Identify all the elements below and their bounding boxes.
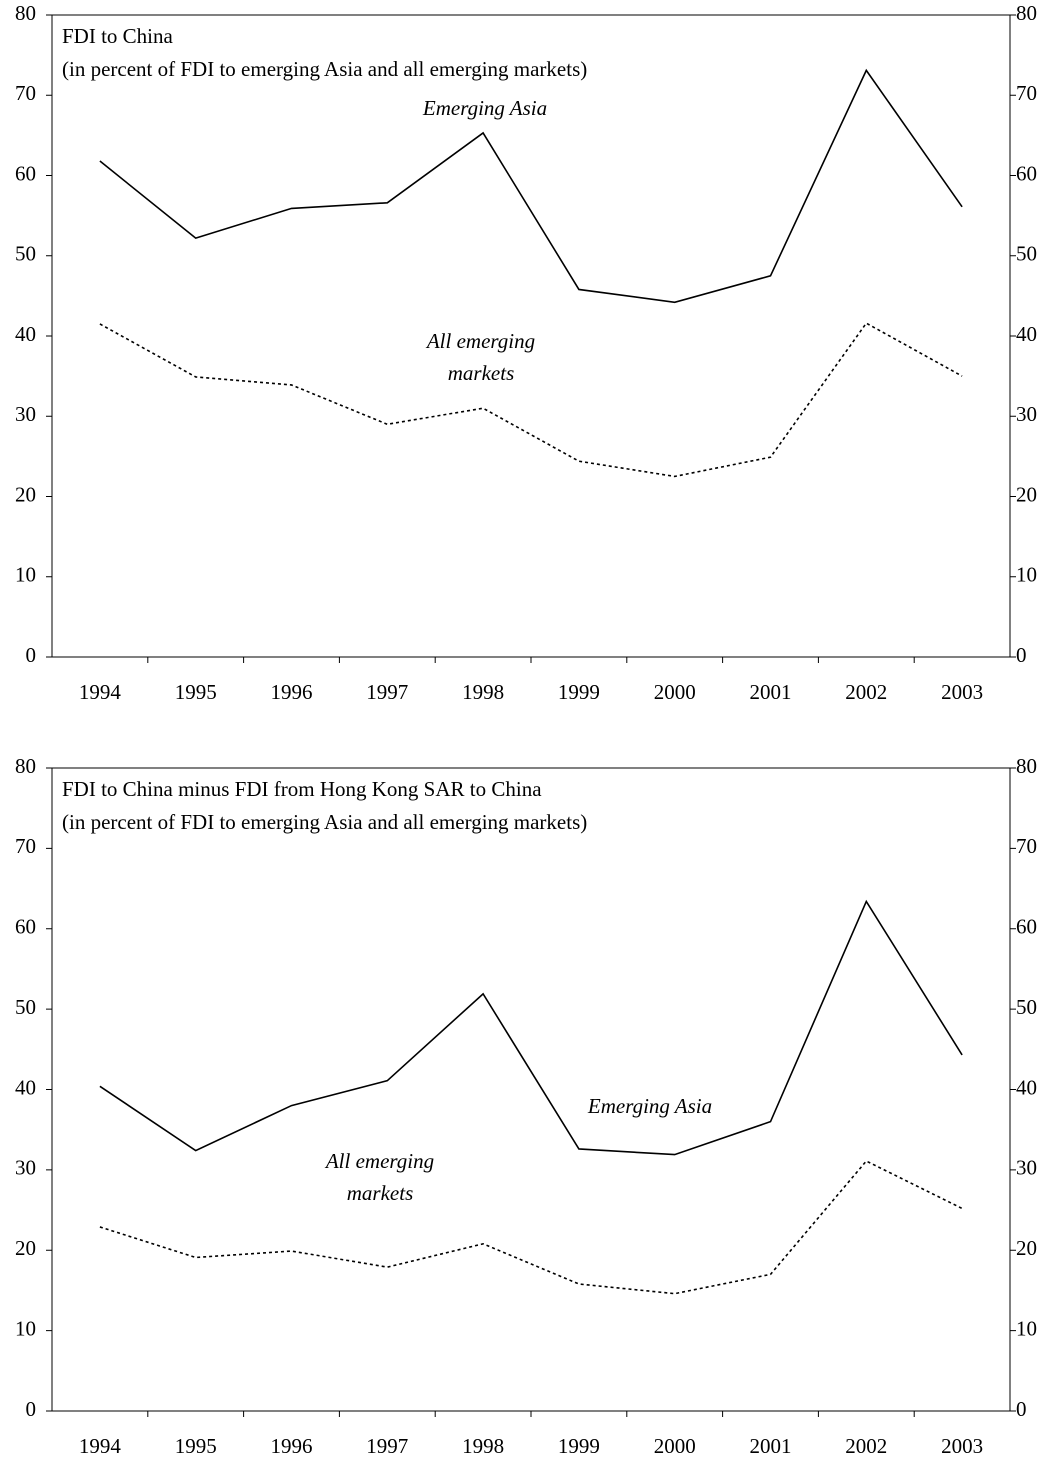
x-tick-label: 1996 (271, 680, 313, 704)
y2-tick-label: 70 (1016, 81, 1037, 105)
y-tick-label: 70 (15, 834, 36, 858)
series-line (99, 1160, 963, 1295)
x-tick-label: 1997 (366, 680, 408, 704)
y-tick-label: 50 (15, 242, 36, 266)
plot-frame (51, 767, 1011, 1412)
x-tick-label: 2000 (654, 1434, 696, 1458)
series-label: Emerging Asia (587, 1094, 712, 1118)
y2-tick-label: 80 (1016, 1, 1037, 25)
series-label: markets (347, 1181, 414, 1205)
chart-subtitle: (in percent of FDI to emerging Asia and … (62, 57, 587, 81)
series-line (99, 899, 963, 1156)
y-tick-label: 60 (15, 161, 36, 185)
series-line (99, 322, 963, 478)
x-tick-label: 2002 (845, 1434, 887, 1458)
x-tick-label: 1994 (79, 1434, 122, 1458)
y2-tick-label: 0 (1016, 643, 1027, 667)
y2-tick-label: 30 (1016, 402, 1037, 426)
y-tick-label: 60 (15, 915, 36, 939)
y-tick-label: 80 (15, 754, 36, 778)
y-tick-label: 20 (15, 1236, 36, 1260)
y2-tick-label: 10 (1016, 563, 1037, 587)
series-label: All emerging (324, 1149, 434, 1173)
y-tick-label: 80 (15, 1, 36, 25)
y2-tick-label: 20 (1016, 482, 1037, 506)
x-tick-label: 1998 (462, 680, 504, 704)
series-label: Emerging Asia (422, 96, 547, 120)
y2-tick-label: 50 (1016, 995, 1037, 1019)
x-tick-label: 1996 (271, 1434, 313, 1458)
x-tick-label: 2000 (654, 680, 696, 704)
y2-tick-label: 70 (1016, 834, 1037, 858)
x-tick-label: 2003 (941, 1434, 983, 1458)
x-tick-label: 1998 (462, 1434, 504, 1458)
y-tick-label: 30 (15, 1156, 36, 1180)
x-tick-label: 1994 (79, 680, 122, 704)
y2-tick-label: 20 (1016, 1236, 1037, 1260)
y2-tick-label: 40 (1016, 1075, 1037, 1099)
x-tick-label: 1995 (175, 680, 217, 704)
chart-title: FDI to China (62, 24, 174, 48)
y-tick-label: 70 (15, 81, 36, 105)
y2-tick-label: 10 (1016, 1316, 1037, 1340)
y2-tick-label: 50 (1016, 242, 1037, 266)
y-tick-label: 50 (15, 995, 36, 1019)
x-tick-label: 1995 (175, 1434, 217, 1458)
x-tick-label: 2001 (750, 680, 792, 704)
series-line (99, 68, 963, 304)
y2-tick-label: 30 (1016, 1156, 1037, 1180)
y-tick-label: 0 (26, 643, 37, 667)
x-tick-label: 1999 (558, 680, 600, 704)
y2-tick-label: 60 (1016, 161, 1037, 185)
x-tick-label: 1997 (366, 1434, 408, 1458)
y-tick-label: 20 (15, 482, 36, 506)
x-tick-label: 1999 (558, 1434, 600, 1458)
series-label: markets (448, 361, 515, 385)
chart-subtitle: (in percent of FDI to emerging Asia and … (62, 810, 587, 834)
x-tick-label: 2002 (845, 680, 887, 704)
series-label: All emerging (425, 329, 535, 353)
y-tick-label: 0 (26, 1397, 37, 1421)
x-tick-label: 2003 (941, 680, 983, 704)
x-tick-label: 2001 (750, 1434, 792, 1458)
y2-tick-label: 0 (1016, 1397, 1027, 1421)
y-tick-label: 40 (15, 322, 36, 346)
y-tick-label: 10 (15, 563, 36, 587)
y2-tick-label: 40 (1016, 322, 1037, 346)
y2-tick-label: 80 (1016, 754, 1037, 778)
y-tick-label: 40 (15, 1075, 36, 1099)
y2-tick-label: 60 (1016, 915, 1037, 939)
chart-title: FDI to China minus FDI from Hong Kong SA… (62, 777, 542, 801)
y-tick-label: 30 (15, 402, 36, 426)
y-tick-label: 10 (15, 1316, 36, 1340)
